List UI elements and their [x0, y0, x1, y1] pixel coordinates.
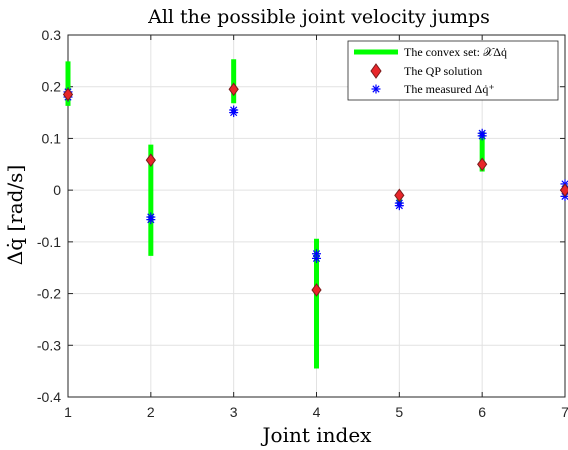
- x-tick-label: 6: [478, 404, 486, 420]
- x-tick-label: 5: [395, 404, 403, 420]
- measured-point: [146, 215, 156, 225]
- y-tick-label: -0.3: [37, 337, 61, 353]
- x-tick-label: 4: [313, 404, 321, 420]
- qp-solution-point: [228, 82, 239, 97]
- legend-measured-swatch: [371, 84, 381, 94]
- y-tick-label: -0.2: [37, 286, 61, 302]
- y-tick-label: 0: [53, 182, 61, 198]
- chart-title: All the possible joint velocity jumps: [147, 6, 490, 28]
- legend-star-marker: [371, 84, 381, 94]
- y-tick-label: 0.2: [42, 79, 62, 95]
- legend-convex-label: The convex set: 𝒳Δq̇: [404, 45, 507, 59]
- measured-point: [312, 253, 321, 263]
- qp-solution-point: [559, 183, 568, 197]
- legend: The convex set: 𝒳Δq̇ The QP solution The…: [347, 40, 559, 101]
- qp-solution-point: [62, 87, 74, 102]
- x-tick-label: 2: [147, 404, 155, 420]
- measured-point: [394, 201, 404, 211]
- x-tick-label: 7: [561, 404, 568, 420]
- x-axis-label: Joint index: [261, 423, 373, 447]
- measured-point: [229, 105, 239, 115]
- y-tick-label: 0.1: [42, 130, 62, 146]
- y-tick-label: 0.3: [42, 27, 62, 43]
- measured-point: [477, 131, 487, 141]
- data-marks: [62, 59, 568, 369]
- qp-solution-point: [394, 188, 405, 203]
- qp-solution-point: [311, 283, 322, 297]
- x-ticks: 1 2 3 4 5 6 7: [64, 35, 568, 420]
- qp-solution-point: [477, 157, 488, 172]
- x-tick-label: 3: [230, 404, 238, 420]
- y-tick-label: -0.4: [37, 389, 61, 405]
- y-ticks: -0.4 -0.3 -0.2 -0.1 0 0.1 0.2 0.3: [37, 27, 565, 405]
- legend-qp-swatch: [370, 63, 382, 79]
- y-axis-label: Δq̇ [rad/s]: [3, 165, 27, 266]
- qp-solution-point: [145, 153, 156, 167]
- legend-qp-label: The QP solution: [404, 64, 482, 78]
- y-tick-label: -0.1: [37, 234, 61, 250]
- legend-measured-label: The measured Δq̇⁺: [404, 82, 495, 96]
- x-tick-label: 1: [64, 404, 72, 420]
